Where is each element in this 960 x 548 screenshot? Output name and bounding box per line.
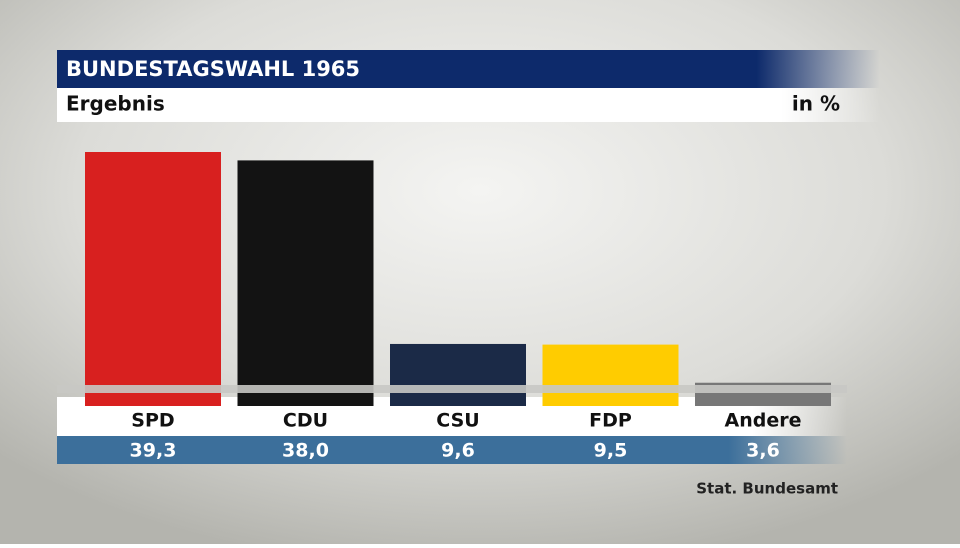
value-label: 3,6 bbox=[746, 440, 780, 462]
title-bar bbox=[57, 50, 880, 88]
value-label: 9,6 bbox=[441, 440, 475, 462]
x-tick-label: Andere bbox=[725, 410, 802, 432]
value-label: 38,0 bbox=[282, 440, 329, 462]
value-label: 9,5 bbox=[594, 440, 628, 462]
x-tick-label: CSU bbox=[436, 410, 479, 432]
x-tick-label: SPD bbox=[131, 410, 174, 432]
baseline-shadow bbox=[57, 385, 847, 393]
bar bbox=[390, 343, 526, 406]
bar bbox=[542, 344, 679, 406]
x-tick-label: FDP bbox=[589, 410, 632, 432]
bar bbox=[85, 152, 221, 406]
bar bbox=[237, 160, 374, 406]
x-tick-label: CDU bbox=[283, 410, 328, 432]
value-strip bbox=[57, 436, 847, 464]
unit-label: in % bbox=[792, 92, 840, 116]
chart-title: BUNDESTAGSWAHL 1965 bbox=[66, 57, 360, 81]
subtitle: Ergebnis bbox=[66, 92, 165, 116]
value-label: 39,3 bbox=[130, 440, 177, 462]
subtitle-bar bbox=[57, 88, 880, 122]
source: Stat. Bundesamt bbox=[696, 480, 838, 498]
